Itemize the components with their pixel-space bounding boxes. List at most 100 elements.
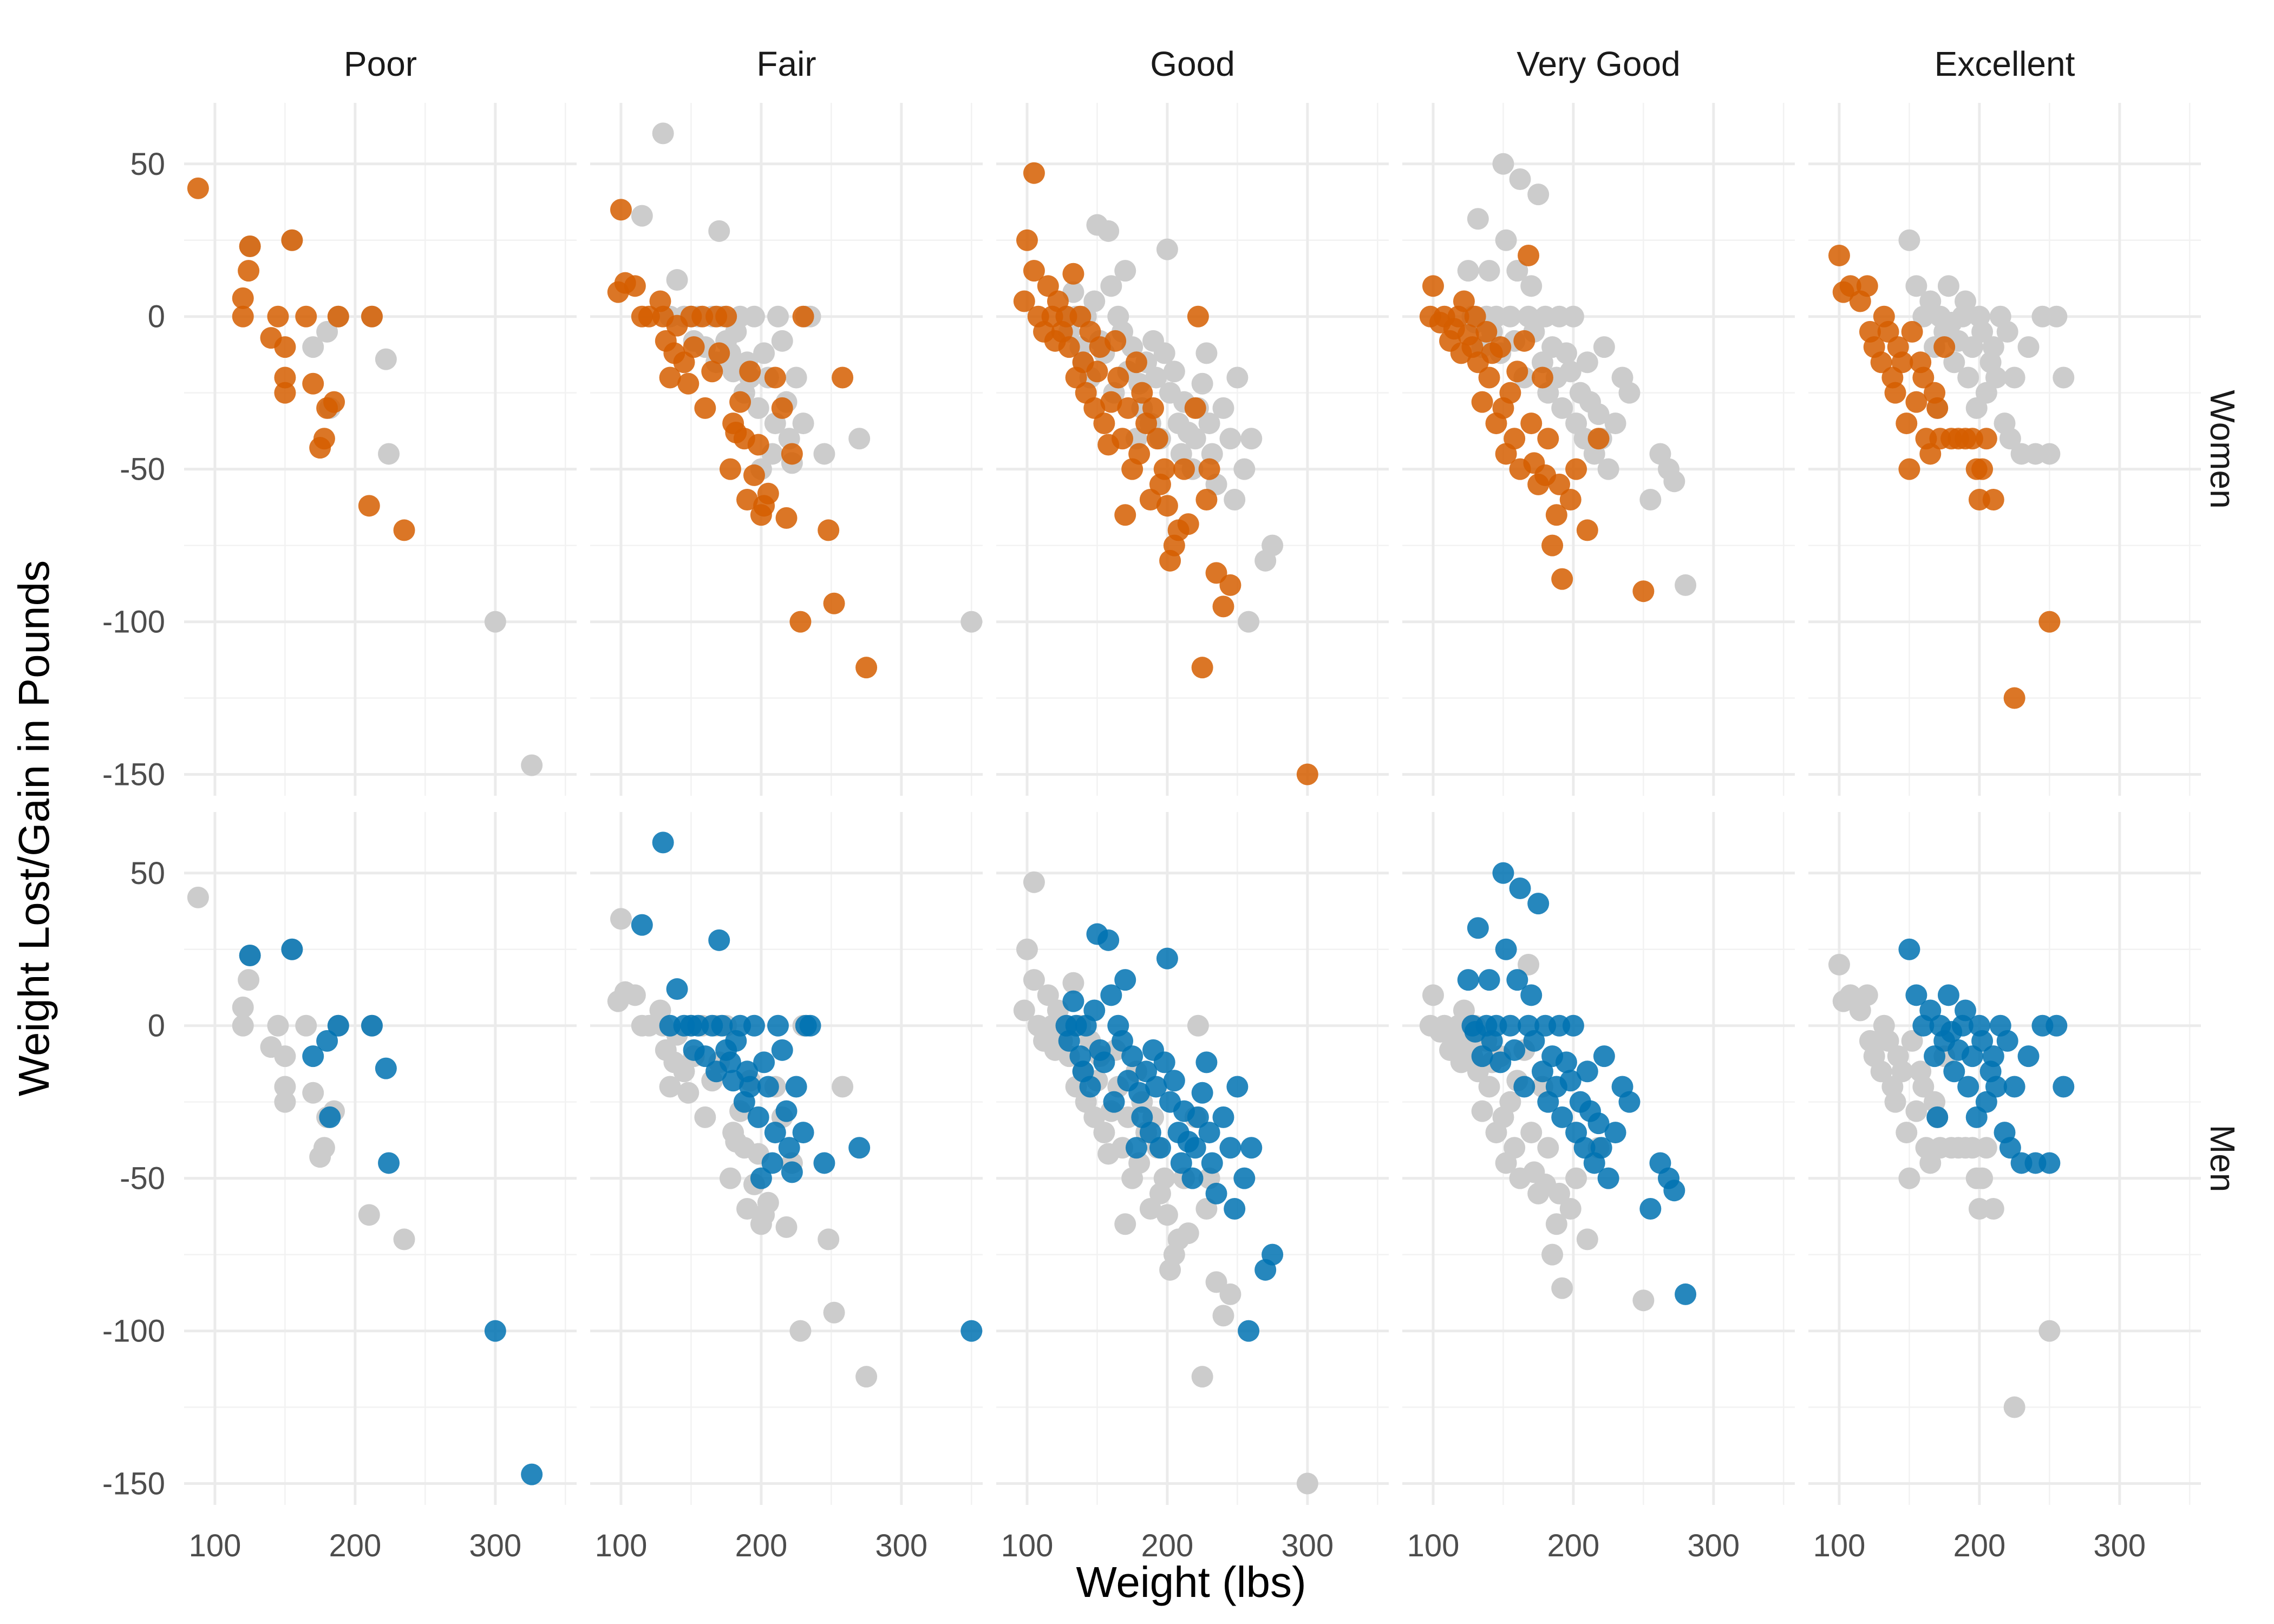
point-men bbox=[781, 1161, 803, 1183]
point-background bbox=[652, 122, 674, 145]
point-background bbox=[2046, 305, 2068, 328]
point-men bbox=[1509, 877, 1531, 899]
y-tick-label: -150 bbox=[102, 1466, 165, 1502]
point-women bbox=[1125, 351, 1147, 374]
point-background bbox=[1212, 1305, 1234, 1327]
panel-men-very-good bbox=[1402, 812, 1795, 1505]
point-background bbox=[1492, 153, 1514, 175]
point-men bbox=[1100, 984, 1122, 1006]
x-tick-label: 200 bbox=[1141, 1528, 1194, 1563]
point-men bbox=[1587, 1112, 1610, 1135]
point-men bbox=[1576, 1060, 1598, 1083]
point-men bbox=[1457, 969, 1479, 991]
point-background bbox=[2038, 443, 2061, 465]
point-women bbox=[659, 366, 681, 389]
point-women bbox=[1191, 657, 1213, 679]
point-background bbox=[1467, 208, 1489, 230]
point-women bbox=[274, 382, 296, 404]
point-men bbox=[1198, 1122, 1220, 1144]
point-women bbox=[1296, 763, 1318, 785]
point-women bbox=[739, 361, 761, 383]
point-background bbox=[302, 1082, 324, 1104]
point-women bbox=[2003, 687, 2025, 709]
x-axis-title: Weight (lbs) bbox=[1076, 1558, 1306, 1606]
point-men bbox=[1957, 1076, 1979, 1098]
point-women bbox=[323, 391, 345, 413]
point-background bbox=[1219, 1283, 1241, 1305]
point-background bbox=[1114, 260, 1136, 282]
point-women bbox=[775, 507, 798, 529]
point-background bbox=[393, 1228, 415, 1250]
panel-women-very-good bbox=[1402, 103, 1795, 796]
point-women bbox=[1632, 580, 1655, 603]
point-women bbox=[1531, 366, 1553, 389]
point-background bbox=[1184, 428, 1206, 450]
point-women bbox=[694, 397, 716, 419]
point-women bbox=[1520, 412, 1543, 435]
point-background bbox=[1016, 938, 1038, 960]
point-women bbox=[855, 657, 878, 679]
point-background bbox=[375, 348, 397, 370]
point-women bbox=[1086, 361, 1108, 383]
point-background bbox=[358, 1204, 380, 1226]
point-women bbox=[393, 519, 415, 541]
point-women bbox=[1545, 504, 1567, 526]
point-background bbox=[1982, 1198, 2004, 1220]
point-women bbox=[1870, 351, 1892, 374]
point-women bbox=[715, 305, 737, 328]
point-men bbox=[1125, 1137, 1147, 1159]
point-men bbox=[1262, 1243, 1284, 1266]
point-background bbox=[1559, 361, 1582, 383]
point-men bbox=[1523, 1030, 1545, 1052]
point-background bbox=[1499, 305, 1521, 328]
point-women bbox=[1506, 361, 1528, 383]
point-background bbox=[1663, 470, 1685, 493]
point-women bbox=[358, 495, 380, 517]
point-background bbox=[1153, 1167, 1175, 1189]
point-men bbox=[1103, 1091, 1125, 1113]
panel-women-fair bbox=[590, 103, 983, 796]
point-men bbox=[1128, 1082, 1151, 1104]
point-background bbox=[1828, 953, 1850, 975]
facet-label-excellent: Excellent bbox=[1935, 44, 2075, 83]
point-background bbox=[1191, 372, 1213, 395]
row-strip-label-women: Women bbox=[2203, 390, 2242, 508]
point-background bbox=[1901, 1030, 1923, 1052]
point-women bbox=[1212, 595, 1234, 618]
x-tick-label: 300 bbox=[469, 1528, 521, 1563]
point-background bbox=[677, 1082, 700, 1104]
point-men bbox=[1201, 1152, 1223, 1174]
point-background bbox=[1593, 336, 1615, 358]
point-men bbox=[719, 1051, 741, 1073]
point-men bbox=[775, 1100, 798, 1122]
point-background bbox=[2038, 1320, 2061, 1342]
point-women bbox=[267, 305, 289, 328]
point-background bbox=[659, 1076, 681, 1098]
point-background bbox=[1618, 382, 1641, 404]
point-men bbox=[1195, 1051, 1218, 1073]
point-men bbox=[1513, 1076, 1535, 1098]
point-women bbox=[719, 458, 741, 480]
point-background bbox=[1023, 969, 1045, 991]
point-background bbox=[1163, 361, 1185, 383]
row-strip-label-men: Men bbox=[2203, 1125, 2242, 1193]
x-tick-label: 300 bbox=[1281, 1528, 1334, 1563]
point-women bbox=[295, 305, 317, 328]
point-background bbox=[1675, 574, 1697, 596]
point-men bbox=[375, 1057, 397, 1079]
point-women bbox=[187, 177, 209, 199]
point-men bbox=[753, 1051, 775, 1073]
point-women bbox=[1856, 275, 1878, 297]
x-tick-label: 100 bbox=[1813, 1528, 1866, 1563]
point-background bbox=[771, 330, 793, 352]
point-women bbox=[1504, 428, 1526, 450]
x-tick-label: 200 bbox=[1547, 1528, 1600, 1563]
point-men bbox=[1184, 1137, 1206, 1159]
point-women bbox=[1565, 458, 1587, 480]
point-background bbox=[1559, 1198, 1582, 1220]
point-women bbox=[313, 428, 335, 450]
point-background bbox=[1226, 366, 1249, 389]
point-background bbox=[2003, 1396, 2025, 1418]
point-background bbox=[1233, 458, 1256, 480]
point-women bbox=[1513, 330, 1535, 352]
